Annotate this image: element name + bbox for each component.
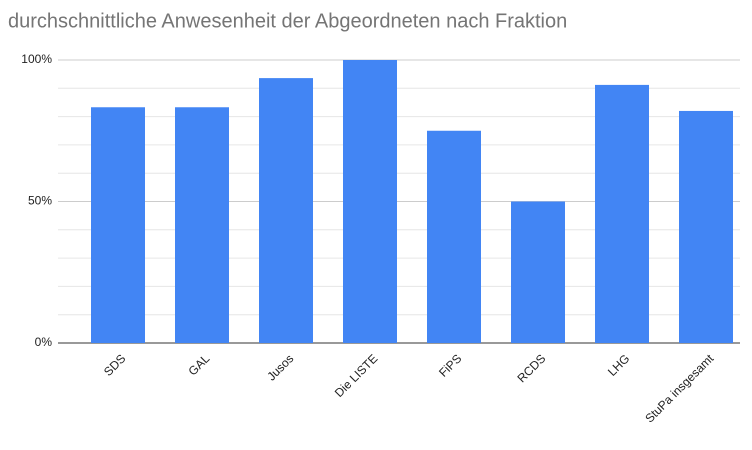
y-tick-label: 0% [35,335,53,349]
bar [343,60,397,343]
bar [595,84,649,344]
bar [511,201,565,343]
y-tick-label: 100% [21,52,52,66]
bar [259,78,313,343]
y-tick-label: 50% [28,194,52,208]
bar [175,107,229,343]
bar [427,130,481,343]
chart-title: durchschnittliche Anwesenheit der Abgeor… [8,10,567,32]
bar [679,110,733,343]
bar [91,107,145,343]
